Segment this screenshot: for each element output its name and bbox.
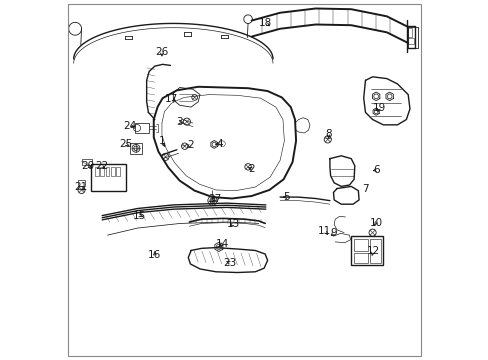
Text: 2: 2 xyxy=(187,140,193,150)
Bar xyxy=(353,253,367,263)
Text: 6: 6 xyxy=(372,165,379,175)
Text: 18: 18 xyxy=(259,18,272,28)
Text: 25: 25 xyxy=(120,139,133,149)
Text: 3: 3 xyxy=(176,117,183,127)
Bar xyxy=(111,167,114,176)
Text: 7: 7 xyxy=(362,184,368,194)
Text: 5: 5 xyxy=(283,192,289,202)
Text: 15: 15 xyxy=(133,211,146,221)
Bar xyxy=(350,236,383,265)
Bar xyxy=(135,123,149,133)
Text: 4: 4 xyxy=(216,139,223,149)
Text: 9: 9 xyxy=(330,228,337,238)
Text: 23: 23 xyxy=(223,258,236,268)
Text: 24: 24 xyxy=(123,121,136,131)
Text: 22: 22 xyxy=(95,162,108,171)
Text: 14: 14 xyxy=(215,239,228,249)
Bar xyxy=(105,167,109,176)
Bar xyxy=(95,167,99,176)
Text: 27: 27 xyxy=(208,194,222,204)
Text: 1: 1 xyxy=(158,136,165,146)
Bar xyxy=(353,239,367,251)
Text: 11: 11 xyxy=(318,226,331,236)
Bar xyxy=(100,167,104,176)
Text: 10: 10 xyxy=(369,218,382,228)
Text: 17: 17 xyxy=(165,94,178,104)
Text: 26: 26 xyxy=(155,47,168,57)
Text: 2: 2 xyxy=(248,163,254,174)
Text: 8: 8 xyxy=(325,129,331,139)
Bar xyxy=(407,38,413,44)
Bar xyxy=(407,27,417,48)
Bar xyxy=(81,159,92,165)
Text: 20: 20 xyxy=(81,161,94,171)
Bar xyxy=(130,143,142,154)
Bar xyxy=(370,239,380,263)
Text: 16: 16 xyxy=(148,251,161,260)
Bar xyxy=(407,28,411,37)
Bar xyxy=(78,180,85,186)
Text: 19: 19 xyxy=(372,103,385,113)
Text: 21: 21 xyxy=(74,182,87,192)
Text: 12: 12 xyxy=(366,246,379,256)
Bar xyxy=(116,167,120,176)
Bar xyxy=(91,165,126,191)
Text: 13: 13 xyxy=(226,219,239,229)
